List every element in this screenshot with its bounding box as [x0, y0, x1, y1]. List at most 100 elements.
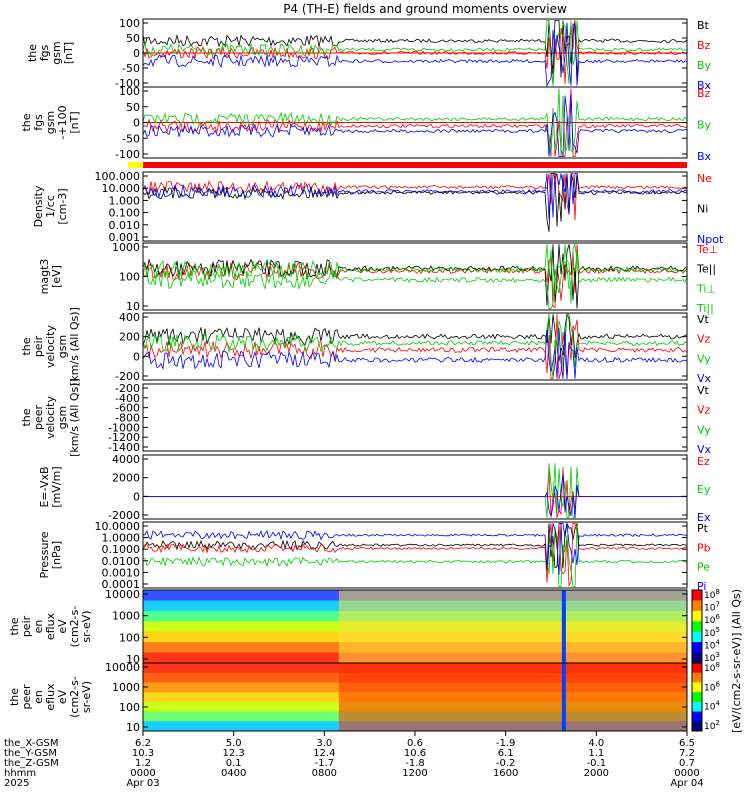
legend-entry-Vx: Vx [697, 372, 712, 385]
y-tick-label: 100.000 [95, 170, 141, 183]
colorbar-exponent: 6 [715, 613, 720, 621]
colorbar-tick-label: 106 [704, 613, 720, 626]
x-axis-value: 6.2 [135, 738, 151, 749]
colorbar-segment [692, 711, 702, 722]
colorbar-segment [692, 621, 702, 633]
y-axis-label: eflux [44, 683, 57, 711]
panel-peer-velocity: -200-400-600-800-1000-1200-1400 the peer ve… [20, 378, 712, 457]
y-axis-label: sr-eV) [80, 610, 93, 642]
legend-entry-By: By [697, 59, 712, 72]
y-tick-label: 1000 [112, 681, 140, 694]
legend-entry-Vx: Vx [697, 443, 712, 456]
y-tick-label: -1200 [108, 431, 140, 444]
panel-fgs-gsm: 100 50 0 -50 -100 the fgs gsm [nT] Bt Bz By Bx [26, 17, 712, 92]
y-axis-label: [km/s (All Qs)] [68, 307, 81, 386]
y-axis-label: peir [20, 615, 33, 637]
x-axis-value: 0.6 [407, 738, 423, 749]
y-tick-label: 0 [133, 117, 140, 130]
series-line-Bx [142, 94, 687, 157]
y-axis-label: magt3 [38, 259, 51, 295]
x-axis-value: Apr 04 [670, 778, 703, 789]
panel-e-field: 4000 2000 0 -2000 E=-VxB [mV/m] Ez Ey Ex [38, 453, 711, 524]
spectrogram-gap [561, 590, 566, 663]
legend-entry-Pi: Pi [697, 580, 706, 593]
y-axis-label: [nPa] [50, 541, 63, 569]
y-axis-label: [km/s (All Qs)] [68, 378, 81, 457]
series-line-Te⊥ [142, 244, 688, 308]
y-axis-label: en [32, 620, 45, 634]
y-tick-label: 100 [119, 271, 140, 284]
x-axis-value: 12.3 [223, 748, 245, 759]
series-line-Vz [142, 314, 688, 380]
y-tick-label: 10000 [105, 588, 140, 601]
y-axis-label: en [32, 690, 45, 704]
x-axis-value: Apr 03 [126, 778, 159, 789]
y-tick-label: 0 [133, 47, 140, 60]
y-axis-label: the [8, 688, 21, 706]
colorbar-tick-label: 106 [704, 680, 720, 693]
y-axis-label: peer [20, 684, 33, 710]
y-tick-label: 50 [126, 101, 140, 114]
y-axis-label: the [26, 44, 39, 62]
y-tick-label: 1000 [112, 241, 140, 254]
y-tick-label: -400 [115, 392, 140, 405]
y-axis-label: [cm-3] [56, 188, 69, 224]
y-axis-label: 1/cc [44, 195, 57, 218]
y-tick-label: -200 [115, 370, 140, 383]
legend-entry-Te||: Te|| [696, 263, 716, 276]
legend-entry-Ez: Ez [697, 455, 710, 468]
legend-entry-Ti||: Ti|| [696, 302, 714, 315]
legend-entry-Bx: Bx [697, 79, 712, 92]
y-tick-label: -200 [115, 382, 140, 395]
y-tick-label: -2000 [108, 509, 140, 522]
legend-entry-Te⊥: Te⊥ [696, 243, 718, 256]
colorbar-exponent: 8 [715, 588, 719, 596]
panel-frame [142, 312, 688, 381]
y-axis-label: peir [32, 335, 45, 357]
legend-entry-Bt: Bt [697, 19, 710, 32]
x-axis-value: 0000 [674, 768, 699, 779]
spectrogram-region [338, 590, 687, 663]
legend-entry-Ne: Ne [697, 172, 712, 185]
y-axis-label: (cm2-s- [68, 606, 81, 648]
y-tick-label: -1400 [108, 441, 140, 454]
panel-fgs-gsm-clip: 100 50 0 -50 -100 the fgs gsm -+100 [nT] Bz By Bx [20, 85, 712, 163]
colorbar-exponent: 6 [715, 680, 720, 688]
x-axis-value: 7.2 [679, 748, 695, 759]
legend-entry-Bz: Bz [697, 87, 711, 100]
y-axis-label: E=-VxB [38, 466, 51, 507]
panel-peir-velocity: 400 200 0 -200 the peir velocity gsm [km/s (All … [20, 307, 712, 386]
y-tick-label: 50 [126, 32, 140, 45]
x-axis-value: 0.1 [226, 758, 242, 769]
y-tick-label: 4000 [112, 453, 140, 466]
x-axis-value: -1.9 [496, 738, 516, 749]
series-line-Vt [142, 312, 688, 362]
y-tick-label: 0.0010 [102, 566, 141, 579]
y-axis-label: (cm2-s- [68, 676, 81, 718]
x-axis-value: -0.2 [496, 758, 516, 769]
series-line-By [142, 88, 688, 157]
colorbar-exponent: 5 [715, 626, 719, 634]
y-axis-label: gsm [56, 335, 69, 358]
y-tick-label: -1000 [108, 421, 140, 434]
y-tick-label: 2000 [112, 472, 140, 485]
y-axis-label: Pressure [38, 531, 51, 578]
y-tick-label: 10 [126, 653, 140, 666]
colorbar-segment [692, 631, 702, 643]
y-axis-label: [mV/m] [50, 466, 63, 507]
y-tick-label: -800 [115, 412, 140, 425]
panel-temperature: 1000 100 10 magt3 [eV] Te⊥ Te|| Ti⊥ Ti|| [38, 241, 718, 315]
legend-entry-Ex: Ex [697, 511, 711, 524]
colorbar-segment [692, 682, 702, 693]
y-tick-label: 0 [133, 490, 140, 503]
series-line-Npot [142, 172, 688, 220]
series-line-Ni [142, 173, 688, 232]
y-tick-label: 1.0000 [102, 532, 141, 545]
legend-entry-Ey: Ey [697, 483, 711, 496]
series-line-Bx [142, 22, 688, 88]
legend-entry-Pt: Pt [697, 522, 709, 535]
y-tick-label: 0.0001 [102, 578, 141, 591]
legend-entry-Vz: Vz [697, 333, 711, 346]
panel-frame [142, 521, 688, 589]
